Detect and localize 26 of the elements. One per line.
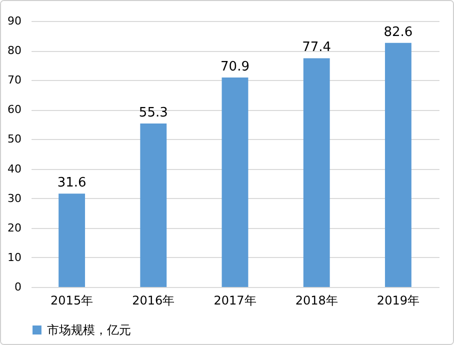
y-tick-label: 60 [8,103,22,116]
bar [140,124,167,287]
bar [58,194,86,287]
data-label: 55.3 [138,106,168,121]
x-tick-label: 2016年 [132,294,175,308]
y-tick-label: 10 [8,250,22,264]
data-label: 82.6 [384,24,413,40]
x-tick-label: 2017年 [214,294,256,308]
bar [384,42,412,287]
data-label: 77.4 [302,40,332,56]
y-tick-label: 90 [8,14,22,28]
y-tick-label: 50 [8,132,22,146]
y-tick-label: 70 [8,74,22,87]
data-label: 31.6 [57,176,86,191]
y-tick-label: 40 [8,162,22,176]
y-tick-label: 0 [14,280,22,294]
x-tick-label: 2019年 [376,294,420,308]
legend-label: 市场规模，亿元 [47,323,131,337]
x-tick-label: 2015年 [50,294,94,308]
x-tick-label: 2018年 [295,294,338,308]
y-tick-label: 80 [8,44,22,58]
y-tick-label: 20 [8,221,22,234]
bar [222,77,248,287]
data-label: 70.9 [220,59,250,74]
y-tick-label: 30 [8,192,22,205]
bar [303,58,330,287]
